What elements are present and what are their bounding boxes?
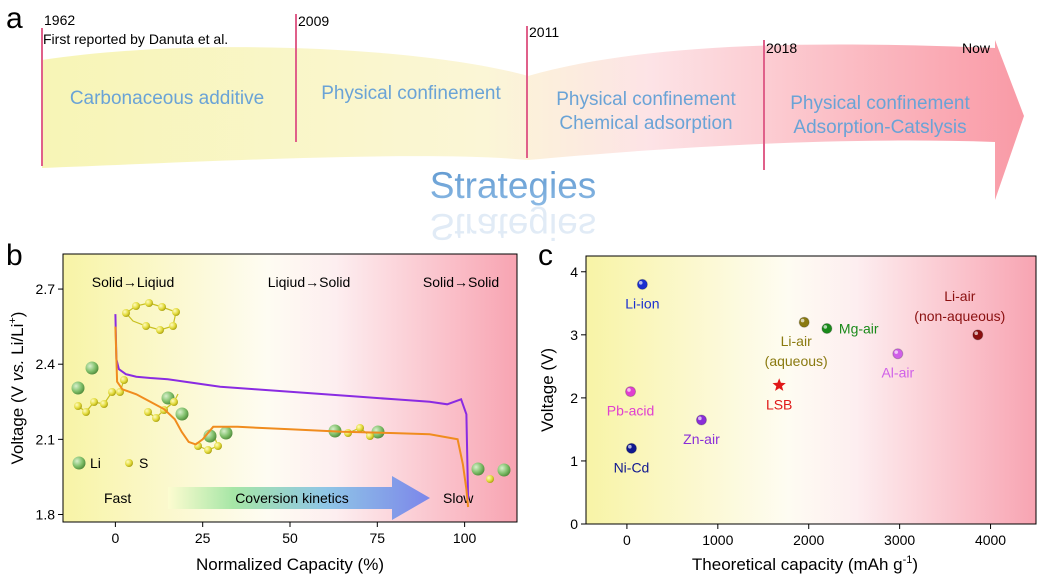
y-tick-label-b: 2.7 [36,281,56,297]
panel-a-label: a [6,2,23,35]
point-highlight [894,350,899,354]
year-2018: 2018 [766,40,797,56]
x-tick-label-c: 1000 [702,532,733,548]
label-li-air-aqueous: Li-air [781,333,812,349]
panel-b-label: b [6,239,23,272]
axes-layer: 0 25 50 75 100 1.8 2.1 2.4 2.7 [36,281,477,546]
x-tick-label-b: 50 [282,530,298,546]
era-label-physical-2018: Physical confinement [790,93,970,114]
label-li-ion: Li-ion [625,295,659,311]
label-li-air-non-aqueous: Li-air [944,288,975,304]
legend-li-label: Li [90,455,101,471]
legend-s-label: S [139,455,148,471]
first-reported-note: First reported by Danuta et al. [43,31,228,47]
series-layer [114,314,470,508]
label-al-air: Al-air [881,365,914,381]
points-layer: Li-ion Pb-acid Ni-Cd Zn-air LSB Li-air (aqueou… [607,278,1005,475]
kinetics-slow: Slow [443,490,474,506]
label-li-air-aqueous: (aqueous) [765,353,828,369]
year-2009: 2009 [298,13,329,29]
s8-ring-illustration [122,299,180,334]
label-pb-acid: Pb-acid [607,403,654,419]
point-li-air-non-aqueous [972,329,984,341]
x-tick-label-b: 0 [111,530,119,546]
y-tick-label-b: 2.1 [36,431,56,447]
plot-b-background [63,254,517,522]
axes-layer: 0 1000 2000 3000 4000 0 1 2 3 4 [570,264,1006,548]
point-highlight [638,280,643,285]
point-lsb [772,378,786,391]
legend-s-marker [125,459,133,467]
stage-label-solid-liquid: Solid→Liqiud [92,274,175,290]
timeline-arrow [42,40,1024,200]
li2s8-illustration [71,361,128,416]
strategies-banner: Strategies [430,165,597,206]
y-axis-label-c: Voltage (V) [538,348,557,432]
point-highlight [698,416,702,421]
label-li-air-non-aqueous: (non-aqueous) [914,308,1005,324]
point-al-air [892,348,904,360]
x-tick-label-b: 25 [195,530,211,546]
voltage-profile-panel: b Fast Coversion kinetics Slow Solid→Liq… [6,239,518,574]
battery-comparison-panel: c Li-ion Pb-acid Ni-Cd Zn-air LSB Li-air (aque… [538,239,1037,574]
x-axis-label-b: Normalized Capacity (%) [196,555,384,574]
x-tick-label-b: 100 [453,530,477,546]
point-pb-acid [625,386,637,398]
year-2011: 2011 [529,24,559,40]
point-highlight [974,331,979,336]
point-li-ion [636,278,648,290]
point-mg-air [821,323,833,335]
y-tick-label-b: 2.4 [36,356,56,372]
li2s-illustration [471,462,511,483]
y-tick-label-c: 2 [570,390,578,406]
era-label-physical-2011: Physical confinement [556,89,736,110]
legend-li-marker [72,456,86,470]
x-tick-label-c: 2000 [793,532,824,548]
plot-c-frame [585,255,1037,525]
x-tick-label-c: 3000 [884,532,915,548]
li2s4-illustration [194,426,233,454]
label-zn-air: Zn-air [683,431,720,447]
era-label-chemical-2011: Chemical adsorption [559,113,732,134]
kinetics-fast: Fast [104,490,131,506]
timeline-panel: a 1962 First reported by Danuta et al. 2… [6,2,1024,247]
y-tick-label-c: 3 [570,327,578,343]
year-now: Now [962,40,991,56]
x-axis-label-c: Theoretical capacity (mAh g-1) [692,554,918,574]
stage-label-solid-solid: Solid→Solid [423,274,499,290]
point-highlight [800,318,805,323]
year-1962: 1962 [44,12,75,28]
point-zn-air [695,414,707,426]
x-tick-label-c: 4000 [975,532,1006,548]
y-tick-label-c: 4 [570,264,578,280]
era-label-physical-2009: Physical confinement [321,83,501,104]
y-tick-label-c: 0 [570,516,578,532]
y-axis-label-b: Voltage (V vs. Li/Li+) [7,312,27,465]
x-tick-label-c: 0 [623,532,631,548]
voltage-curve-2 [114,326,470,508]
label-lsb: LSB [766,396,792,412]
era-label-carbonaceous: Carbonaceous additive [70,88,264,109]
svg-text:Strategies: Strategies [430,206,597,247]
label-mg-air: Mg-air [839,321,879,337]
point-highlight [628,444,632,449]
label-ni-cd: Ni-Cd [614,459,650,475]
point-ni-cd [625,442,637,454]
plot-c-background [586,256,1036,524]
point-highlight [823,325,828,329]
voltage-curve-1 [114,314,470,500]
point-li-air-aqueous [798,316,810,328]
x-tick-label-b: 75 [370,530,386,546]
y-tick-label-b: 1.8 [36,506,56,522]
stage-label-liquid-solid: Liqiud→Solid [268,274,351,290]
kinetics-arrow [168,476,430,520]
era-label-adsorption-2018: Adsorption-Catslysis [793,117,966,138]
strategies-reflection: Strategies [430,206,597,247]
panel-c-label: c [538,239,553,272]
y-tick-label-c: 1 [570,453,578,469]
kinetics-label: Coversion kinetics [235,490,349,506]
point-highlight [627,388,631,392]
